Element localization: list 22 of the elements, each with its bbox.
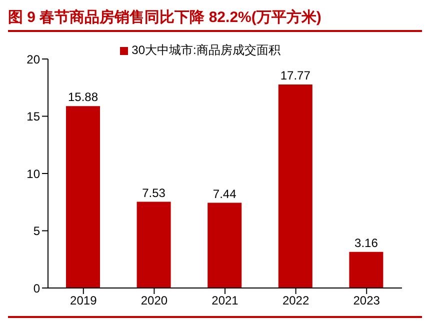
y-tick-label: 10	[26, 166, 40, 181]
data-label: 3.16	[354, 236, 378, 250]
y-tick-label: 15	[26, 110, 40, 124]
bar	[66, 106, 100, 288]
legend-label: 30大中城市:商品房成交面积	[132, 43, 280, 57]
data-label: 17.77	[280, 68, 311, 83]
bar	[278, 84, 312, 288]
x-tick-label: 2019	[70, 294, 98, 308]
y-tick-label: 5	[33, 224, 40, 238]
data-label: 7.44	[212, 186, 237, 201]
x-tick-label: 2022	[282, 294, 310, 308]
data-label: 7.53	[142, 186, 166, 200]
x-tick-label: 2023	[353, 294, 380, 308]
data-label: 15.88	[68, 90, 98, 104]
x-tick-label: 2021	[212, 294, 239, 308]
y-tick-label: 20	[26, 52, 40, 66]
bar	[349, 252, 384, 288]
bar	[136, 202, 171, 288]
x-tick-label: 2020	[140, 294, 168, 308]
chart-title: 图 9 春节商品房销售同比下降 82.2%(万平方米)	[8, 8, 422, 32]
y-tick-label: 0	[33, 281, 40, 296]
bar	[208, 202, 242, 288]
